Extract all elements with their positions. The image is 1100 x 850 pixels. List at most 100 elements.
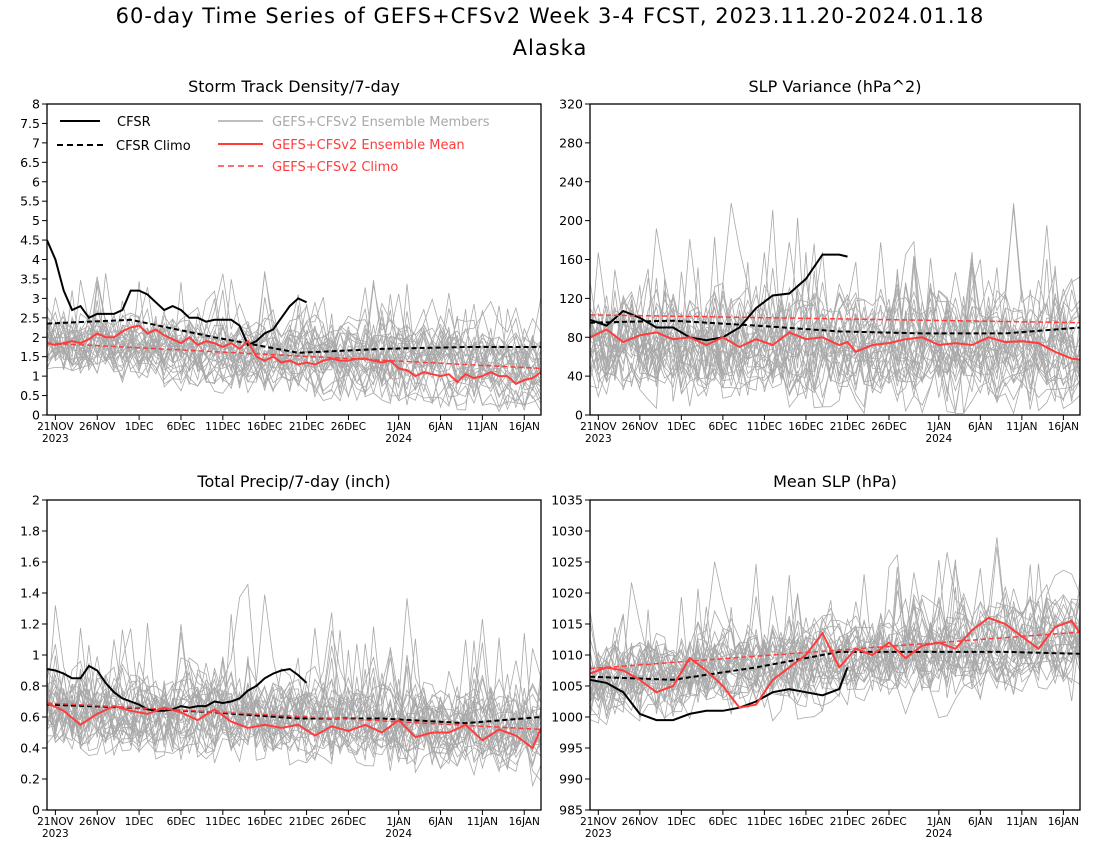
ensemble-member-line [47,680,541,764]
ensemble-mean-line [590,616,1080,709]
x-tick-label: 11DEC [205,816,240,828]
y-tick-label: 0.6 [20,710,40,725]
ensemble-member-line [590,613,1080,709]
ensemble-member-line [47,276,541,367]
ensemble-members [590,537,1080,726]
ensemble-member-line [590,537,1080,693]
chart-title: 60-day Time Series of GEFS+CFSv2 Week 3-… [115,4,985,28]
x-tick-label: 1JAN [386,816,411,828]
x-tick-label: 1DEC [125,816,154,828]
ensemble-member-line [590,252,1080,386]
ensemble-member-line [590,263,1080,398]
gefs-climo-line [47,702,541,731]
ensemble-member-line [590,572,1080,708]
x-tick-year-label: 2024 [925,433,952,445]
legend-ens-mean-label: GEFS+CFSv2 Ensemble Mean [272,138,465,153]
x-tick-label: 26DEC [871,421,906,433]
x-tick-label: 6DEC [167,816,196,828]
x-tick-label: 16JAN [509,421,540,433]
x-tick-label: 21NOV [37,816,74,828]
x-tick-label: 26NOV [622,421,659,433]
ensemble-mean-line [590,328,1080,361]
x-tick-label: 26DEC [331,816,366,828]
y-tick-label: 1.4 [20,586,40,601]
total-precip-panel: Total Precip/7-day (inch) 0 0.2 0.4 0.6 0.8 1… [20,472,542,840]
x-tick-label: 1JAN [386,421,411,433]
y-tick-label: 2 [32,493,40,508]
y-tick-label: 4.5 [20,233,40,248]
y-tick-label: 1.6 [20,555,40,570]
y-tick-label: 4 [32,252,40,267]
ensemble-member-line [47,659,541,771]
y-tick-label: 5.5 [20,194,40,209]
mean-slp-panel: Mean SLP (hPa) 985 990 995 1000 1005 1010 1015… [551,472,1081,840]
y-tick-label: 200 [559,213,583,228]
x-tick-label: 16JAN [509,816,540,828]
ensemble-member-line [590,561,1080,702]
ensemble-member-line [590,285,1080,403]
y-tick-label: 3 [32,291,40,306]
x-tick-label: 6JAN [968,816,993,828]
ensemble-members [47,583,541,788]
ensemble-member-line [47,613,541,750]
ensemble-member-line [590,228,1080,381]
y-tick-label: 1.8 [20,524,40,539]
ensemble-member-line [590,315,1080,410]
x-tick-year-label: 2024 [925,828,952,840]
x-tick-label: 1DEC [667,421,696,433]
y-tick-label: 6.5 [20,155,40,170]
y-tick-label: 1010 [551,648,583,663]
ensemble-member-line [47,605,541,744]
y-tick-label: 3.5 [20,271,40,286]
x-tick-label: 21DEC [289,421,324,433]
ensemble-member-line [47,656,541,773]
x-tick-label: 6JAN [968,421,993,433]
x-tick-label: 1DEC [125,421,154,433]
y-tick-label: 0.5 [20,388,40,403]
y-tick-label: 0 [575,408,583,423]
ensemble-mean-line [47,324,541,386]
y-tick-label: 1020 [551,586,583,601]
ensemble-member-line [47,281,541,407]
gefs-climo-line [47,342,541,370]
plot-content [47,583,541,788]
y-tick-label: 1030 [551,524,583,539]
ensemble-member-line [590,574,1080,722]
cfsr-climo-line [590,650,1080,681]
ensemble-member-line [47,594,541,723]
x-tick-label: 26NOV [79,816,116,828]
x-tick-label: 26NOV [622,816,659,828]
x-tick-label: 26NOV [79,421,116,433]
x-tick-label: 16DEC [247,421,282,433]
plot-content [590,202,1080,415]
x-tick-label: 21DEC [289,816,324,828]
y-tick-label: 0 [32,803,40,818]
x-tick-year-label: 2023 [42,828,69,840]
ensemble-member-line [590,601,1080,724]
y-tick-label: 120 [559,291,583,306]
ensemble-member-line [47,627,541,754]
x-tick-year-label: 2023 [42,433,69,445]
x-tick-label: 21NOV [580,816,617,828]
y-tick-label: 995 [559,741,583,756]
ensemble-member-line [590,606,1080,713]
x-tick-label: 11DEC [205,421,240,433]
x-tick-label: 26DEC [331,421,366,433]
ensemble-member-line [47,308,541,391]
ensemble-member-line [590,560,1080,702]
y-tick-label: 7 [32,135,40,150]
y-tick-label: 0 [32,408,40,423]
ensemble-member-line [47,644,541,777]
panel-title: Storm Track Density/7-day [188,77,400,96]
legend: CFSR CFSR Climo GEFS+CFSv2 Ensemble Memb… [57,115,490,175]
cfsr-line [590,667,849,722]
legend-members-label: GEFS+CFSv2 Ensemble Members [272,115,490,130]
y-tick-label: 320 [559,97,583,112]
slp-variance-panel: SLP Variance (hPa^2) 0 40 80 120 160 200 240 28… [559,77,1081,445]
y-tick-label: 280 [559,135,583,150]
x-tick-year-label: 2023 [585,828,612,840]
x-tick-label: 21DEC [830,421,865,433]
